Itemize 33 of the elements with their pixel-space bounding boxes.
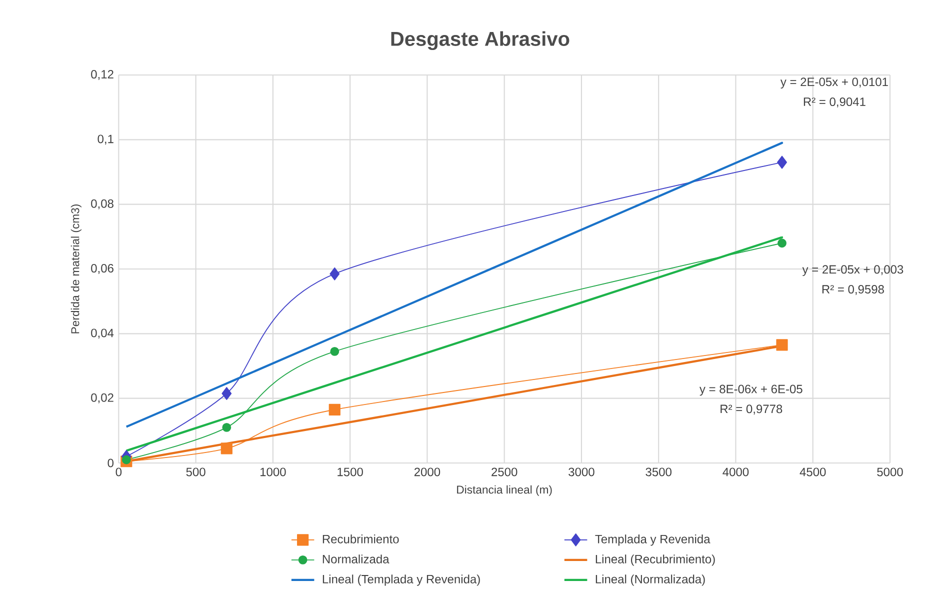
x-tick-label: 4500 <box>800 468 826 476</box>
y-tick-label: 0,12 <box>91 70 114 80</box>
y-axis-title: Perdida de material (cm3) <box>70 204 82 334</box>
legend-label: Templada y Revenida <box>595 534 710 546</box>
y-tick-label: 0,02 <box>91 393 114 404</box>
annotation: y = 2E-05x + 0,003 <box>802 265 904 276</box>
x-tick-label: 0 <box>116 468 122 476</box>
annotation: y = 2E-05x + 0,0101 <box>780 78 888 89</box>
y-tick-label: 0,1 <box>98 134 114 145</box>
x-tick-label: 5000 <box>877 468 903 476</box>
y-tick-label: 0,06 <box>91 264 114 274</box>
x-tick-label: 2000 <box>414 468 440 476</box>
legend-label: Lineal (Templada y Revenida) <box>322 574 480 586</box>
x-tick-label: 1000 <box>260 468 286 476</box>
annotation: R² = 0,9041 <box>804 98 866 108</box>
x-tick-label: 2500 <box>492 468 518 476</box>
legend-label: Normalizada <box>322 554 390 564</box>
legend-label: Lineal (Recubrimiento) <box>596 554 715 566</box>
x-tick-label: 1500 <box>338 468 363 476</box>
legend-label: Lineal (Normalizada) <box>596 574 705 586</box>
annotation: R² = 0,9598 <box>822 285 884 295</box>
x-tick-label: 500 <box>186 468 206 476</box>
x-tick-label: 3000 <box>568 468 594 476</box>
x-tick-label: 3500 <box>646 468 672 476</box>
x-axis-title: Distancia lineal (m) <box>457 485 552 496</box>
annotation: y = 8E-06x + 6E-05 <box>699 384 802 396</box>
legend-label: Recubrimiento <box>322 534 399 544</box>
chart-title: Desgaste Abrasivo <box>391 31 570 50</box>
y-tick-label: 0 <box>108 458 114 468</box>
annotation: R² = 0,9778 <box>720 404 782 415</box>
y-tick-label: 0,08 <box>91 199 114 210</box>
y-tick-label: 0,04 <box>91 328 114 339</box>
x-tick-label: 4000 <box>722 468 749 476</box>
